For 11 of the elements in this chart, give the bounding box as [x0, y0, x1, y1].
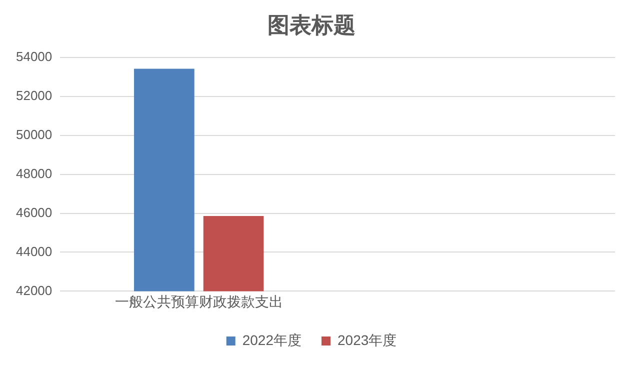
x-tick-label: 一般公共预算财政拨款支出	[114, 293, 283, 310]
y-tick-label: 44000	[16, 244, 52, 259]
y-tick-label: 52000	[16, 88, 52, 103]
y-tick-label: 46000	[16, 204, 52, 220]
legend-label: 2022年度	[242, 332, 302, 348]
y-tick-label: 54000	[16, 48, 52, 64]
y-tick-label: 42000	[16, 282, 52, 298]
y-tick-label: 48000	[16, 166, 52, 181]
chart-title: 图表标题	[268, 12, 356, 38]
y-tick-label: 50000	[16, 126, 52, 142]
legend-label: 2023年度	[338, 332, 397, 348]
